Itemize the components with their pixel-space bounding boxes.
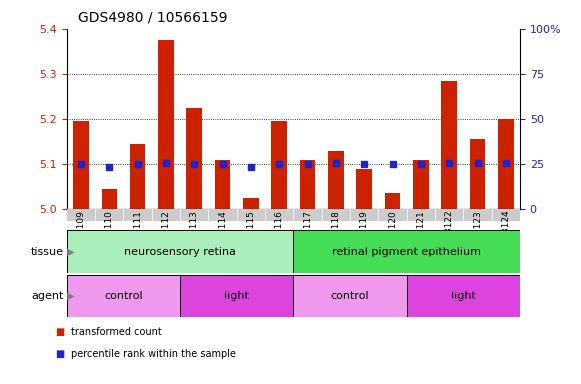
Text: GSM928119: GSM928119 bbox=[360, 210, 369, 265]
Bar bbox=[385, 194, 400, 209]
Text: GSM928109: GSM928109 bbox=[77, 210, 85, 265]
Bar bbox=[442, 81, 457, 209]
Bar bbox=[102, 189, 117, 209]
Bar bbox=[293, 230, 520, 273]
Text: control: control bbox=[104, 291, 143, 301]
Text: light: light bbox=[224, 291, 249, 301]
Bar bbox=[67, 275, 180, 317]
Bar bbox=[407, 275, 520, 317]
Bar bbox=[293, 275, 407, 317]
Text: GSM928123: GSM928123 bbox=[473, 210, 482, 265]
Text: GSM928122: GSM928122 bbox=[444, 210, 454, 265]
Text: ■: ■ bbox=[55, 349, 64, 359]
Text: transformed count: transformed count bbox=[71, 327, 162, 337]
Text: percentile rank within the sample: percentile rank within the sample bbox=[71, 349, 236, 359]
Text: GDS4980 / 10566159: GDS4980 / 10566159 bbox=[78, 11, 228, 25]
Text: GSM928115: GSM928115 bbox=[246, 210, 256, 265]
Text: GSM928118: GSM928118 bbox=[331, 210, 340, 265]
Bar bbox=[498, 119, 514, 209]
Text: GSM928117: GSM928117 bbox=[303, 210, 312, 265]
Bar bbox=[67, 230, 293, 273]
Text: GSM928124: GSM928124 bbox=[501, 210, 510, 265]
Text: ▶: ▶ bbox=[64, 291, 74, 301]
Text: GSM928113: GSM928113 bbox=[190, 210, 199, 265]
Text: GSM928110: GSM928110 bbox=[105, 210, 114, 265]
Text: control: control bbox=[331, 291, 370, 301]
Text: ▶: ▶ bbox=[64, 247, 74, 257]
Text: GSM928121: GSM928121 bbox=[417, 210, 425, 265]
Bar bbox=[300, 160, 315, 209]
Text: ■: ■ bbox=[55, 327, 64, 337]
Bar bbox=[130, 144, 145, 209]
Bar bbox=[469, 139, 485, 209]
Text: light: light bbox=[451, 291, 476, 301]
Text: GSM928116: GSM928116 bbox=[275, 210, 284, 265]
Bar bbox=[356, 169, 372, 209]
Text: GSM928114: GSM928114 bbox=[218, 210, 227, 265]
Bar bbox=[215, 160, 231, 209]
Bar bbox=[180, 275, 293, 317]
Bar bbox=[413, 160, 429, 209]
Text: GSM928112: GSM928112 bbox=[162, 210, 170, 265]
Bar bbox=[328, 151, 344, 209]
Text: agent: agent bbox=[31, 291, 64, 301]
Bar bbox=[243, 198, 259, 209]
Bar bbox=[271, 121, 287, 209]
Bar bbox=[187, 108, 202, 209]
Text: GSM928120: GSM928120 bbox=[388, 210, 397, 265]
Bar bbox=[73, 121, 89, 209]
Text: tissue: tissue bbox=[31, 247, 64, 257]
Text: neurosensory retina: neurosensory retina bbox=[124, 247, 236, 257]
Text: retinal pigment epithelium: retinal pigment epithelium bbox=[332, 247, 481, 257]
Text: GSM928111: GSM928111 bbox=[133, 210, 142, 265]
Bar bbox=[158, 40, 174, 209]
